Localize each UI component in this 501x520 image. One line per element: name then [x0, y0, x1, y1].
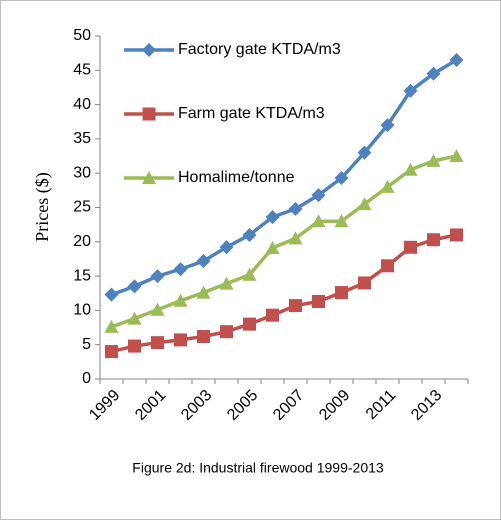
point: [427, 233, 440, 247]
point: [381, 259, 394, 273]
point: [335, 286, 348, 300]
series-line: [111, 233, 457, 354]
point: [265, 240, 280, 254]
point: [150, 269, 165, 284]
y-tick-label: 35: [73, 130, 91, 147]
point: [426, 153, 441, 167]
point: [449, 149, 464, 163]
point: [311, 214, 326, 228]
y-tick-label: 20: [73, 233, 91, 250]
y-tick-label: 25: [73, 199, 91, 216]
point: [243, 317, 256, 331]
point: [219, 276, 234, 290]
point: [104, 287, 119, 302]
point: [197, 329, 210, 343]
point: [242, 267, 257, 281]
point: [357, 145, 372, 160]
y-tick-label: 15: [73, 267, 91, 284]
point: [312, 294, 325, 308]
point: [403, 83, 418, 98]
legend-marker: [142, 43, 156, 57]
point: [334, 214, 349, 228]
y-tick-label: 30: [73, 164, 91, 181]
point: [334, 171, 349, 186]
point: [174, 333, 187, 347]
legend-label: Farm gate KTDA/m3: [178, 105, 325, 122]
point: [403, 162, 418, 176]
y-tick-label: 40: [73, 96, 91, 113]
point: [311, 188, 326, 203]
point: [150, 302, 165, 316]
point: [266, 308, 279, 322]
point: [288, 201, 303, 216]
y-tick-label: 45: [73, 62, 91, 79]
point: [242, 227, 257, 242]
point: [380, 118, 395, 133]
point: [358, 276, 371, 290]
point: [104, 319, 119, 333]
point: [196, 254, 211, 269]
point: [127, 279, 142, 294]
legend-label: Factory gate KTDA/m3: [178, 41, 341, 58]
point: [404, 240, 417, 254]
point: [173, 262, 188, 277]
y-tick-label: 0: [82, 370, 91, 387]
y-tick-label: 10: [73, 302, 91, 319]
point: [357, 197, 372, 211]
point: [288, 231, 303, 245]
y-axis-label: Prices ($): [32, 172, 53, 241]
point: [128, 339, 141, 353]
point: [220, 325, 233, 339]
point: [151, 336, 164, 350]
legend-label: Homalime/tonne: [178, 169, 295, 186]
point: [105, 345, 118, 359]
point: [380, 179, 395, 193]
series-line: [110, 58, 458, 297]
point: [289, 299, 302, 313]
point: [219, 240, 234, 255]
point: [426, 66, 441, 81]
y-tick-label: 5: [82, 336, 91, 353]
y-tick-label: 50: [73, 27, 91, 44]
point: [449, 53, 464, 68]
series-line: [110, 154, 457, 329]
point: [173, 293, 188, 307]
legend-marker: [142, 171, 156, 184]
point: [265, 210, 280, 225]
point: [196, 285, 211, 299]
point: [127, 311, 142, 325]
point: [450, 228, 463, 242]
caption: Figure 2d: Industrial firewood 1999-2013: [132, 460, 384, 476]
legend-marker: [142, 107, 156, 121]
